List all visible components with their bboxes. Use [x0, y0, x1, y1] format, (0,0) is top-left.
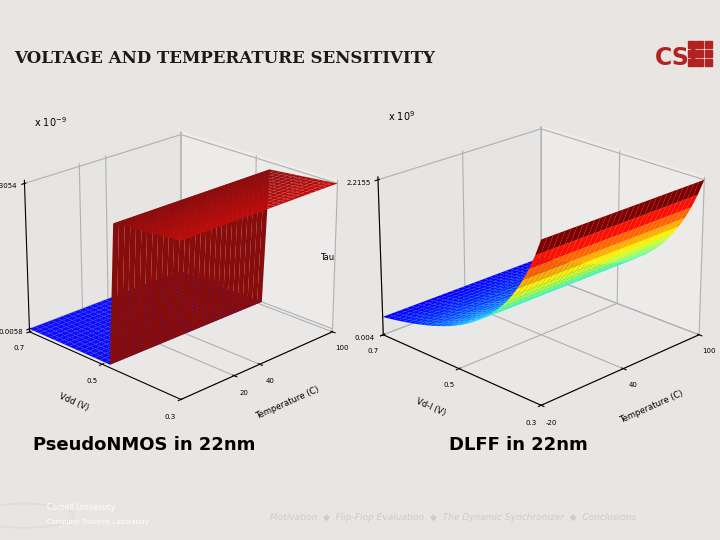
Text: Cornell University: Cornell University: [47, 503, 115, 512]
Text: CSL: CSL: [655, 46, 705, 70]
Text: VOLTAGE AND TEMPERATURE SENSITIVITY: VOLTAGE AND TEMPERATURE SENSITIVITY: [14, 50, 436, 66]
Bar: [688, 59, 695, 66]
Text: Computer Systems Laboratory: Computer Systems Laboratory: [47, 519, 149, 525]
Bar: [705, 41, 712, 49]
Bar: [705, 59, 712, 66]
Bar: [688, 41, 695, 49]
Text: Motivation  ◆  Flip-Flop Evaluation  ◆  The Dynamic Synchronizer  ◆  Conclusions: Motivation ◆ Flip-Flop Evaluation ◆ The …: [271, 512, 636, 522]
Text: PseudoNMOS in 22nm: PseudoNMOS in 22nm: [33, 436, 255, 455]
X-axis label: Temperature (C): Temperature (C): [618, 389, 685, 425]
Y-axis label: Vdd (V): Vdd (V): [58, 392, 90, 413]
Bar: [696, 41, 703, 49]
Bar: [688, 50, 695, 57]
Text: x 10$^{9}$: x 10$^{9}$: [388, 109, 415, 123]
Bar: [696, 59, 703, 66]
Y-axis label: Vd-l (V): Vd-l (V): [415, 396, 447, 417]
X-axis label: Temperature (C): Temperature (C): [255, 384, 321, 421]
Bar: [705, 50, 712, 57]
Bar: [696, 50, 703, 57]
Text: x 10$^{-9}$: x 10$^{-9}$: [35, 114, 67, 129]
Text: DLFF in 22nm: DLFF in 22nm: [449, 436, 588, 455]
